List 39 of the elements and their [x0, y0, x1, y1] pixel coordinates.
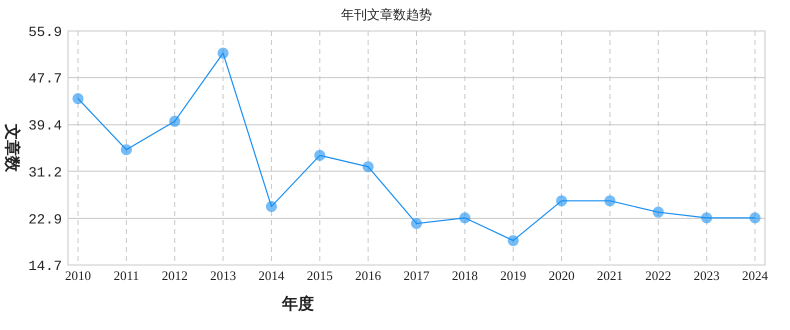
x-tick-label: 2024 [742, 268, 768, 283]
point [120, 144, 132, 156]
point [750, 212, 760, 224]
x-tick-label: 2015 [306, 268, 333, 283]
x-tick-label: 2010 [65, 268, 91, 283]
point [508, 235, 519, 246]
point [72, 93, 84, 104]
point [411, 218, 422, 230]
point [266, 201, 277, 212]
point [604, 195, 616, 206]
y-tick-label: 22.9 [28, 212, 62, 228]
x-tick-label: 2022 [645, 268, 672, 283]
x-tick-label: 2011 [114, 268, 140, 283]
chart-title: 年刊文章数趋势 [341, 7, 432, 22]
point [314, 150, 326, 161]
y-axis-title: 文章数 [3, 123, 21, 173]
point [652, 206, 664, 218]
y-tick-label: 39.4 [28, 118, 62, 135]
y-tick-label: 47.7 [28, 72, 62, 88]
x-tick-label: 2023 [694, 268, 720, 283]
x-tick-label: 2013 [210, 268, 236, 283]
point [459, 212, 470, 224]
point [556, 195, 568, 206]
x-axis-title: 年度 [281, 294, 314, 313]
y-tick-label: 31.2 [28, 165, 62, 182]
x-tick-label: 2019 [500, 268, 526, 283]
x-tick-label: 2017 [404, 268, 430, 283]
y-tick-label: 55.9 [28, 25, 62, 41]
point [169, 116, 180, 127]
point [218, 48, 229, 59]
x-tick-label: 2021 [596, 268, 623, 283]
y-tick-label: 14.7 [28, 259, 62, 275]
point [362, 161, 374, 172]
x-tick-label: 2018 [452, 268, 478, 283]
x-tick-label: 2016 [355, 268, 382, 283]
x-tick-label: 2020 [548, 268, 575, 283]
x-tick-label: 2012 [162, 268, 188, 283]
x-tick-label: 2014 [258, 268, 285, 283]
point [701, 212, 712, 224]
